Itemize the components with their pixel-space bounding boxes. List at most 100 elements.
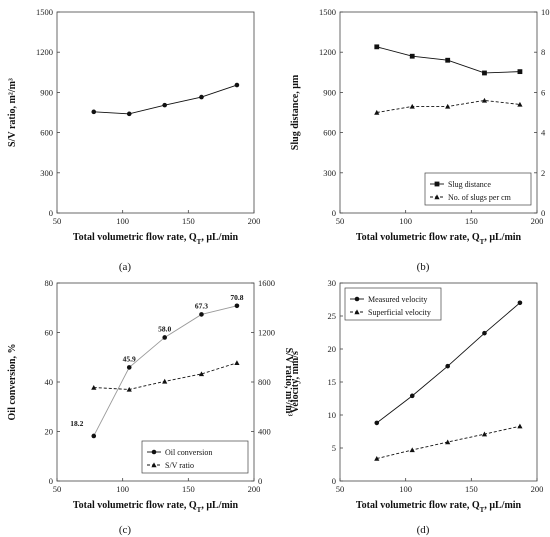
x-tick-label: 150: [465, 216, 478, 226]
y-tick-label: 80: [45, 278, 54, 288]
data-label: 45.9: [123, 354, 136, 363]
panel-a: 50 100 150 200 0 300 600 900 1200 1500 Total volum…: [7, 7, 260, 246]
series-line-series-0: [93, 84, 238, 115]
y2-tick-label: 10: [541, 7, 550, 17]
panel-caption-c: (c): [119, 524, 132, 536]
x-tick-label: 100: [116, 484, 129, 494]
x-tick-label: 100: [399, 484, 412, 494]
x-axis-label-subscript: T: [480, 238, 485, 246]
x-axis-label-main: Total volumetric flow rate, Q: [73, 500, 197, 511]
x-axis-label-unit: , μL/min: [201, 500, 238, 511]
x-tick-label: 100: [399, 216, 412, 226]
legend-marker: [354, 309, 360, 315]
y2-tick-label: 6: [541, 87, 545, 97]
plot-frame: [56, 11, 255, 214]
x-axis-label-unit: , μL/min: [201, 232, 238, 243]
y-tick-label: 0: [49, 208, 53, 218]
x-tick-label: 200: [248, 216, 261, 226]
x-axis-label-main: Total volumetric flow rate, Q: [73, 232, 197, 243]
legend: Measured velocity Superficial velocity: [344, 287, 442, 321]
legend-entry: Superficial velocity: [368, 308, 431, 317]
y-tick-label: 600: [40, 128, 53, 138]
data-point: [162, 335, 167, 340]
y-tick-label: 900: [40, 87, 53, 97]
data-label: 18.2: [70, 419, 83, 428]
data-point: [409, 53, 415, 59]
data-point: [409, 447, 415, 453]
x-tick-label: 50: [53, 216, 62, 226]
x-axis-label: Total volumetric flow rate, QT, μL/min: [356, 232, 522, 246]
y-tick-label: 60: [45, 328, 54, 338]
x-tick-label: 200: [531, 216, 544, 226]
panel-b: 50 100 150 2000300600900120015000246810Tota…: [290, 7, 550, 246]
series-line-s-v-ratio: [93, 362, 238, 390]
x-tick-label: 100: [116, 216, 129, 226]
legend-entry: Slug distance: [448, 180, 491, 189]
legend-marker: [151, 449, 157, 455]
y-tick-label: 1200: [319, 47, 336, 57]
y-tick-label: 0: [332, 208, 336, 218]
data-point: [481, 97, 488, 103]
y2-tick-label: 0: [541, 208, 545, 218]
plot-frame: [339, 11, 538, 214]
panel-caption-b: (b): [417, 261, 430, 273]
legend-entry: Measured velocity: [368, 295, 427, 304]
y2-axis-label: S/V ratio, m²/m³: [283, 348, 294, 417]
data-point: [445, 57, 451, 63]
y-axis-label: S/V ratio, m²/m³: [7, 78, 18, 147]
y-tick-label: 5: [332, 443, 336, 453]
x-axis-label-subscript: T: [197, 506, 202, 514]
legend-marker: [434, 194, 440, 200]
data-point: [409, 393, 415, 399]
y-tick-label: 15: [328, 377, 337, 387]
panel-caption-d: (d): [417, 524, 430, 536]
legend: Slug distance No. of slugs per cm: [424, 172, 532, 206]
legend-entry: S/V ratio: [165, 461, 194, 470]
data-label: 70.8: [230, 293, 243, 302]
panel-c: 50 100 150 200020406080040080012001600Total…: [7, 278, 294, 514]
y-tick-label: 0: [49, 476, 53, 486]
x-tick-label: 150: [182, 216, 195, 226]
y-axis-label: Velocity, mm/s: [290, 351, 301, 413]
data-point: [198, 371, 205, 377]
y-tick-label: 300: [40, 168, 53, 178]
y-axis-label: Oil conversion, %: [7, 344, 18, 421]
legend-marker: [434, 181, 440, 187]
y2-tick-label: 400: [258, 427, 271, 437]
x-axis-label: Total volumetric flow rate, QT, μL/min: [73, 232, 239, 246]
data-point: [126, 386, 132, 392]
data-point: [162, 378, 168, 384]
x-axis-label: Total volumetric flow rate, QT, μL/min: [356, 500, 522, 514]
y2-tick-label: 4: [541, 128, 546, 138]
x-tick-label: 150: [465, 484, 478, 494]
y-tick-label: 900: [323, 87, 336, 97]
data-label: 58.0: [158, 324, 171, 333]
x-tick-label: 200: [248, 484, 261, 494]
y2-tick-label: 2: [541, 168, 545, 178]
data-point: [517, 300, 523, 306]
y-tick-label: 1200: [36, 47, 53, 57]
y2-tick-label: 800: [258, 377, 271, 387]
legend-box: [141, 440, 249, 474]
legend-box: [424, 172, 532, 206]
data-point: [374, 455, 380, 461]
legend-marker: [354, 296, 360, 302]
x-axis-label-unit: , μL/min: [484, 232, 521, 243]
legend-box: [344, 287, 442, 321]
y-tick-label: 25: [328, 311, 337, 321]
data-point: [517, 423, 523, 429]
series-line-measured-velocity: [376, 302, 521, 424]
data-point: [517, 69, 523, 75]
x-axis-label-main: Total volumetric flow rate, Q: [356, 232, 480, 243]
y-tick-label: 300: [323, 168, 336, 178]
data-point: [234, 82, 240, 88]
data-point: [517, 101, 523, 107]
data-point: [481, 431, 488, 437]
data-point: [199, 94, 204, 100]
x-tick-label: 50: [336, 216, 345, 226]
x-axis-label-main: Total volumetric flow rate, Q: [356, 500, 480, 511]
legend-entry: Oil conversion: [165, 448, 212, 457]
data-point: [445, 439, 451, 445]
x-tick-label: 200: [531, 484, 544, 494]
y-tick-label: 0: [332, 476, 336, 486]
